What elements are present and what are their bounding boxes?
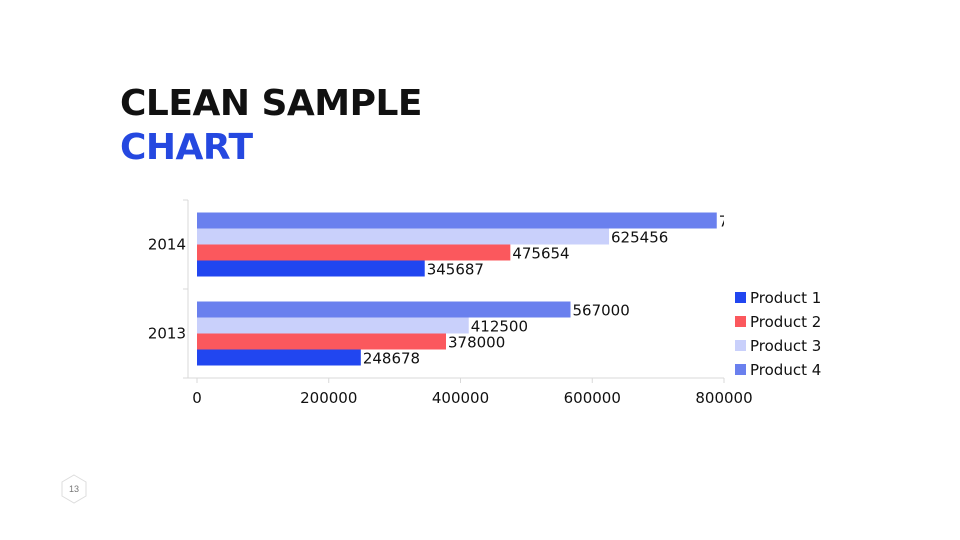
legend-label: Product 3 [750,337,821,355]
hexagon-icon [61,474,87,504]
page-number-badge: 13 [59,474,89,504]
bar [197,260,425,277]
data-label: 248678 [363,350,420,368]
y-category-label: 2013 [148,325,186,343]
x-tick-label: 200000 [300,389,357,407]
legend-swatch [735,292,746,303]
slide-title-line2: CHART [120,127,253,168]
x-tick-label: 0 [192,389,202,407]
bar [197,244,511,261]
data-label: 567000 [573,302,630,320]
x-tick-label: 400000 [432,389,489,407]
data-label: 345687 [427,261,484,279]
data-label: 475654 [512,245,569,263]
y-category-label: 2014 [148,236,186,254]
bar [197,333,447,350]
legend-swatch [735,316,746,327]
data-label: 378000 [448,334,505,352]
data-label: 412500 [471,318,528,336]
legend-label: Product 2 [750,313,821,331]
data-label: 625456 [611,229,668,247]
legend-label: Product 1 [750,289,821,307]
slide-title-line1: CLEAN SAMPLE [120,83,423,124]
x-tick-label: 800000 [695,389,752,407]
page-number: 13 [68,484,79,494]
bar [197,212,717,229]
legend-label: Product 4 [750,361,821,379]
bar [197,228,610,245]
bar [197,317,469,334]
legend-swatch [735,364,746,375]
bar [197,349,361,366]
data-label: 789000 [719,213,776,231]
x-tick-label: 600000 [564,389,621,407]
legend-swatch [735,340,746,351]
bar [197,301,571,318]
